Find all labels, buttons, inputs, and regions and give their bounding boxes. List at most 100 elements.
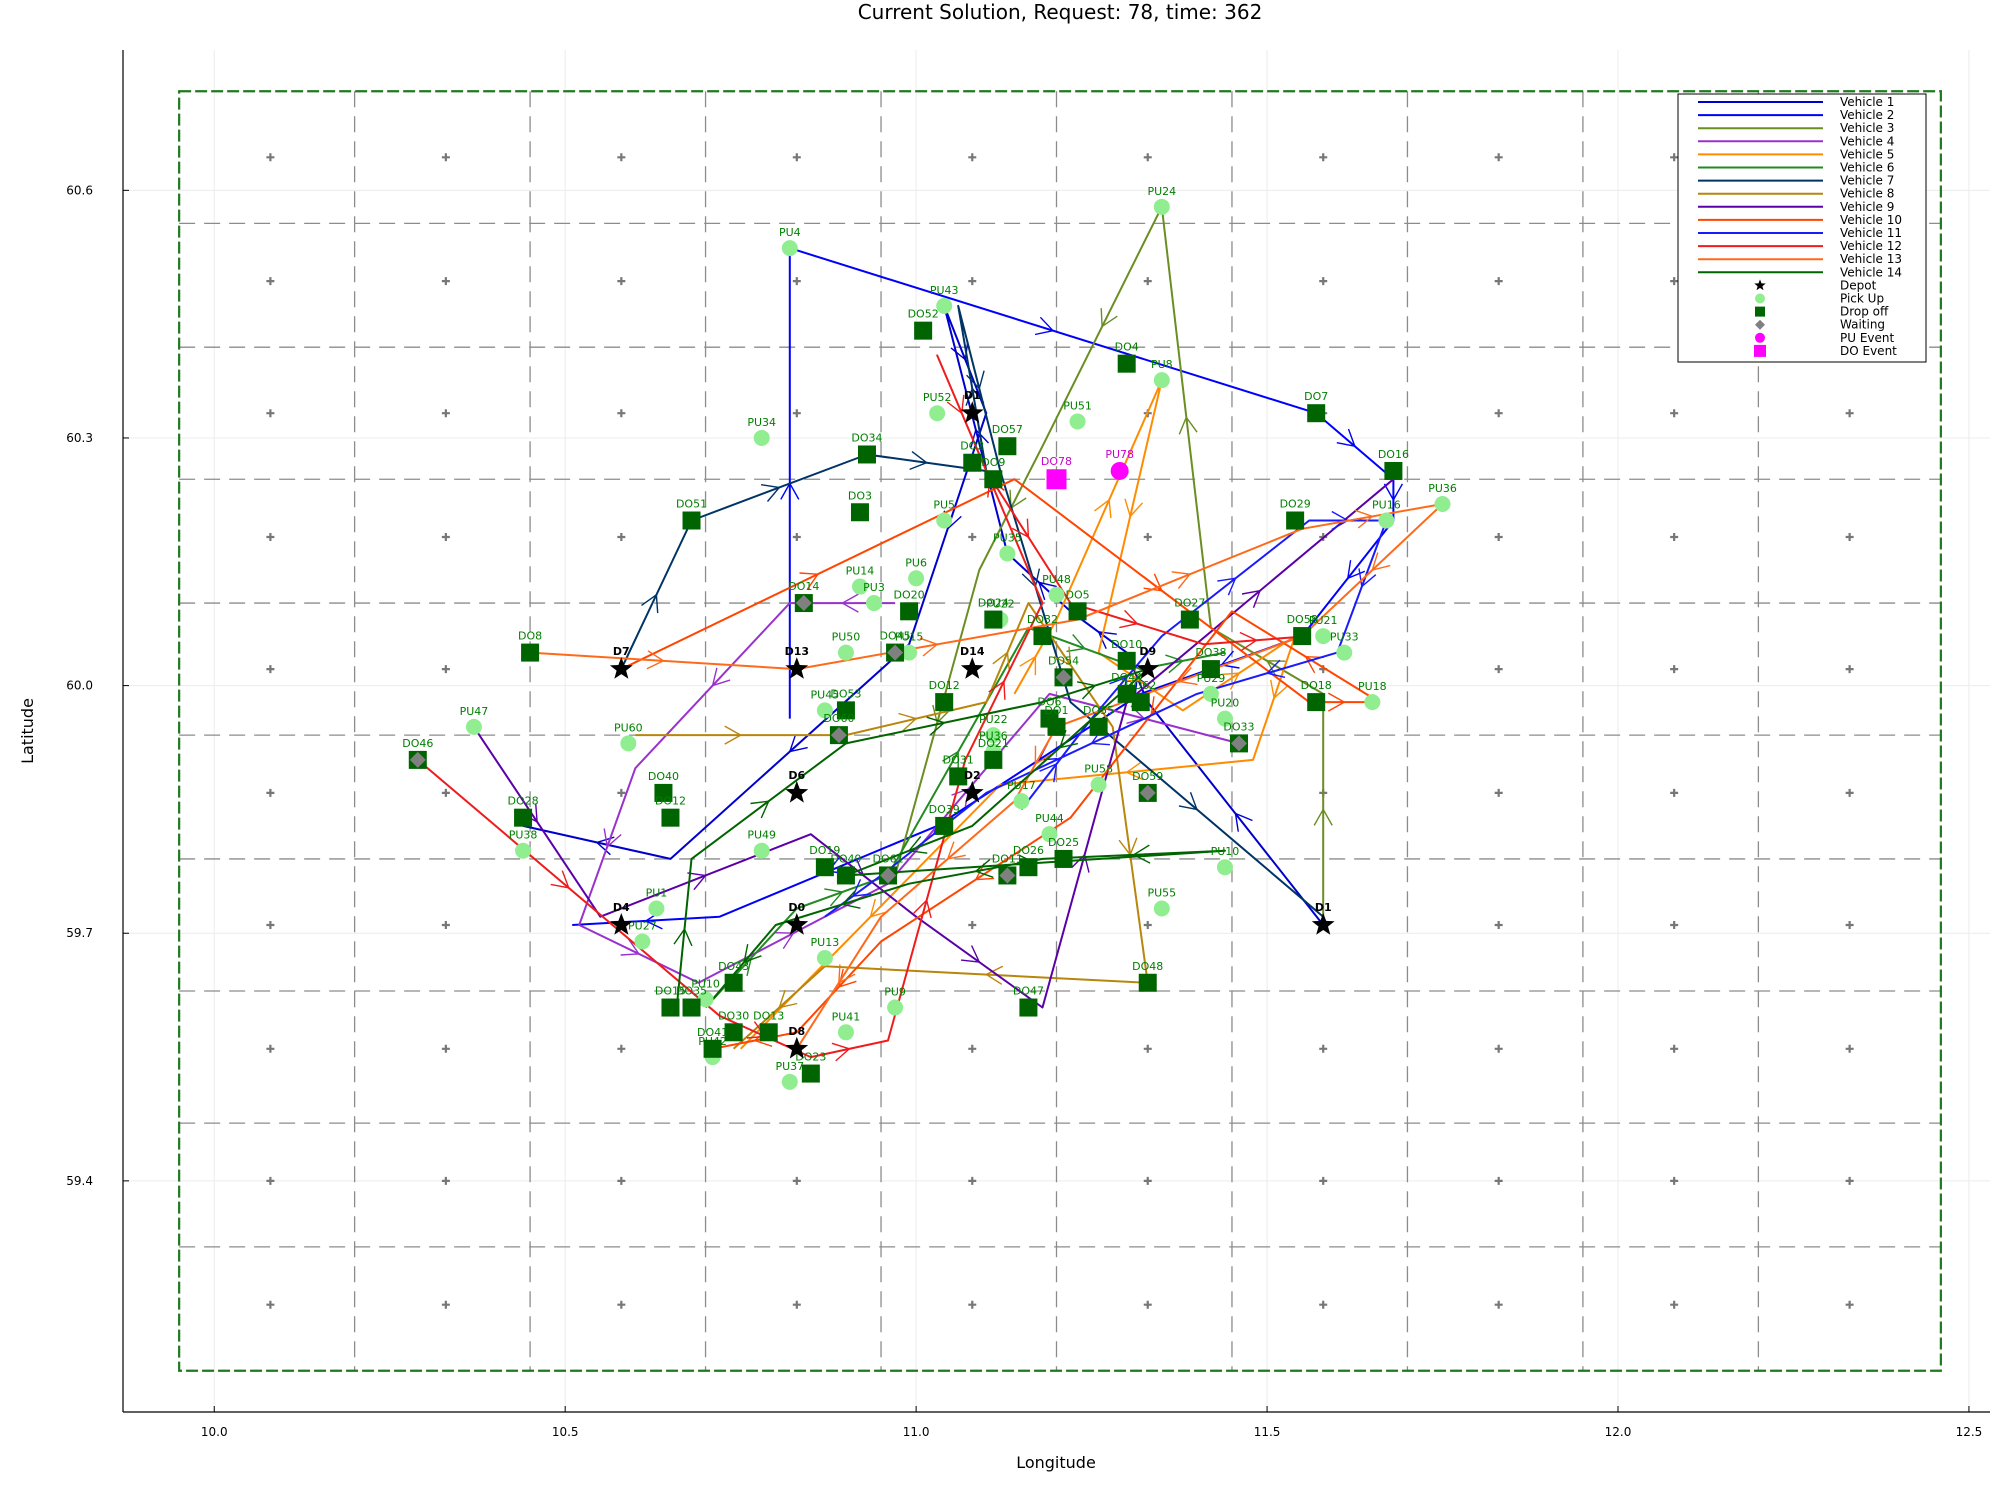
pickup-label: PU17 [1007,779,1036,792]
cell-center-marker [1494,153,1503,162]
route-direction-arrow [788,733,808,753]
dropoff-label: DO15 [655,985,686,998]
route-direction-arrow [960,945,981,963]
dropoff-point [1384,461,1403,480]
dropoff-label: DO18 [1301,679,1332,692]
cell-center-marker [266,665,275,674]
dropoff-label: DO10 [1111,638,1142,651]
dropoff-point [1019,858,1038,877]
dropoff-point [724,1023,743,1042]
pickup-point [781,240,798,257]
route-direction-arrow [1071,853,1090,873]
route-direction-arrow [840,593,859,613]
pickup-label: PU49 [747,829,776,842]
dropoff-point [850,503,869,522]
route-direction-arrow [1034,745,1052,766]
dropoff-point [1019,998,1038,1017]
dropoff-label: DO49 [830,852,861,865]
dropoff-event-label: DO78 [1041,455,1072,468]
y-tick-label: 60.6 [66,183,93,197]
pickup-point [634,933,651,950]
waiting-point [1230,735,1247,752]
dropoff-point [1201,660,1220,679]
dropoff-label: DO35 [676,985,707,998]
legend-label: Vehicle 3 [1840,121,1894,135]
cell-center-marker [617,153,626,162]
dropoff-point [1089,717,1108,736]
cell-center-marker [441,409,450,418]
pickup-point [816,950,833,966]
cell-center-marker [1494,409,1503,418]
pickup-point [753,429,770,446]
cell-center-marker [1670,920,1679,929]
legend-do-event-marker [1754,344,1766,357]
pickup-point [936,297,953,314]
route-line [620,478,1381,1050]
cell-center-marker [441,665,450,674]
depot-label: D13 [785,645,809,658]
legend-box [1677,93,1927,363]
route-direction-arrow [838,964,856,985]
pickup-point [1041,826,1058,843]
dropoff-point [801,1064,820,1083]
pickup-point [936,512,953,529]
pickup-point [816,702,833,719]
cell-center-marker [1319,1044,1328,1053]
waiting-point [795,595,812,612]
cell-center-marker [266,277,275,286]
pickup-label: PU3 [863,581,885,594]
pickup-point [781,1073,798,1090]
waiting-label: DO33 [1223,720,1254,733]
legend-label: Vehicle 12 [1840,239,1902,253]
route-direction-arrow [760,484,781,502]
dropoff-label: DO23 [795,1051,826,1064]
route-direction-arrow [1094,498,1112,519]
plot-axes: 10.0 10.5 11.0 11.5 12.0 12.5 59.4 59.7 60.0 60.3… [66,50,1990,1439]
dropoff-point [836,701,855,720]
pickup-label: PU22 [979,713,1008,726]
route-direction-arrow [1132,844,1151,864]
dropoff-label: DO21 [978,737,1009,750]
cell-center-marker [441,1044,450,1053]
pickup-label: PU24 [1147,185,1176,198]
route-direction-arrow [913,898,932,919]
route-direction-arrow [778,989,798,1009]
dropoff-label: DO52 [908,308,939,321]
dropoff-point [998,437,1017,456]
waiting-point [880,867,897,884]
pickup-label: PU55 [1147,886,1176,899]
route-direction-arrow [1076,681,1097,700]
pickup-label: PU33 [1330,631,1359,644]
cell-center-marker [1143,920,1152,929]
depot-point [1311,913,1335,935]
cell-center-marker [968,153,977,162]
legend-label: Vehicle 6 [1840,161,1894,175]
route-direction-arrow [1066,634,1086,653]
pickup-label: PU58 [1084,763,1113,776]
depot-point [785,913,809,935]
cell-center-marker [266,1176,275,1185]
pickup-point [866,595,883,612]
route-vehicle-4 [578,593,1240,984]
dropoff-point [963,453,982,472]
cell-center-marker [266,153,275,162]
pickup-label: PU20 [1211,697,1240,710]
route-direction-arrow [1217,577,1237,596]
legend-label: Vehicle 5 [1840,147,1894,161]
cell-center-marker [1143,1300,1152,1309]
pickup-label: PU14 [846,565,875,578]
route-direction-arrow [966,370,985,390]
pickup-label: PU21 [1309,614,1338,627]
route-direction-arrow [974,862,995,881]
cell-center-marker [1494,1176,1503,1185]
waiting-point [830,727,847,744]
pickup-label: PU60 [614,721,643,734]
dropoff-label: DO48 [1132,960,1163,973]
depot-point [785,657,809,679]
dropoff-point [1117,684,1136,703]
route-direction-arrow [733,956,753,977]
x-tick-label: 11.0 [903,1425,930,1439]
legend-label: Vehicle 1 [1840,95,1894,109]
route-direction-arrow [1143,573,1163,592]
